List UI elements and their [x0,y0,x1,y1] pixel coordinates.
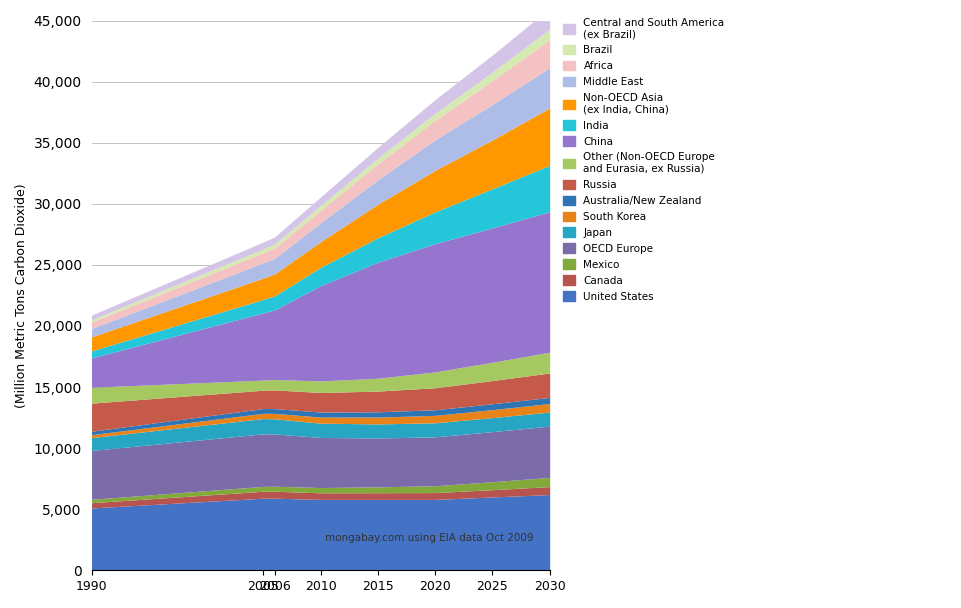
Text: mongabay.com using EIA data Oct 2009: mongabay.com using EIA data Oct 2009 [325,533,533,543]
Legend: Central and South America
(ex Brazil), Brazil, Africa, Middle East, Non-OECD Asi: Central and South America (ex Brazil), B… [559,15,727,305]
Y-axis label: (Million Metric Tons Carbon Dioxide): (Million Metric Tons Carbon Dioxide) [15,183,28,408]
